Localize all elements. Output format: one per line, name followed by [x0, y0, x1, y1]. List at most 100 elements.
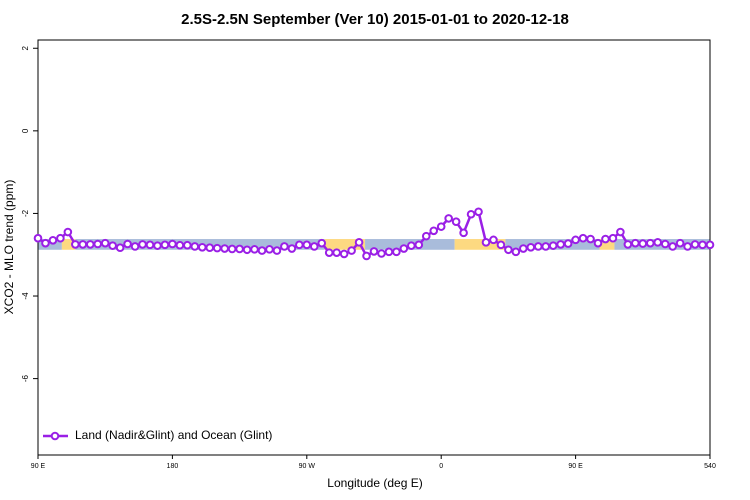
data-point [183, 240, 192, 250]
data-point [571, 235, 580, 245]
y-tick-label: 2 [21, 45, 30, 50]
data-point [459, 228, 468, 238]
x-tick-label: 90 W [299, 463, 316, 470]
data-point [235, 244, 244, 254]
data-point [309, 242, 319, 251]
x-axis-label: Longitude (deg E) [327, 476, 422, 490]
data-point [436, 222, 446, 231]
data-point [578, 233, 588, 243]
data-point [205, 243, 215, 253]
data-point [71, 240, 80, 249]
data-point [100, 238, 110, 248]
data-point [287, 244, 297, 253]
data-point [519, 244, 528, 253]
data-point [130, 242, 140, 251]
data-point [384, 247, 394, 257]
data-point [504, 245, 513, 255]
data-point [407, 241, 416, 250]
data-point [377, 249, 386, 258]
data-point [399, 244, 409, 253]
data-point [354, 238, 364, 247]
data-point [153, 241, 162, 250]
surface-band [599, 239, 615, 250]
data-point [608, 233, 618, 243]
data-point [421, 231, 431, 241]
data-point [489, 235, 498, 245]
data-point [511, 247, 521, 257]
legend-marker [50, 431, 60, 441]
data-point [631, 238, 640, 248]
surface-band [61, 239, 76, 250]
data-point [48, 235, 58, 245]
data-point [242, 245, 252, 255]
data-point [302, 240, 312, 250]
data-point [339, 249, 349, 259]
data-point [175, 240, 185, 250]
x-tick-label: 180 [167, 463, 179, 470]
data-point [563, 239, 573, 248]
data-point [108, 241, 117, 250]
data-point [190, 242, 200, 251]
data-point [616, 227, 625, 237]
data-point [660, 239, 670, 249]
surface-band [38, 239, 62, 250]
data-point [481, 238, 491, 247]
data-point [593, 238, 603, 248]
data-point [212, 243, 222, 253]
surface-band [324, 239, 366, 250]
data-point [623, 240, 633, 249]
data-point [698, 240, 707, 250]
data-point [324, 248, 334, 257]
data-point [168, 239, 177, 249]
data-point [369, 247, 379, 256]
data-point [257, 246, 267, 255]
data-point [63, 227, 73, 237]
data-point [533, 242, 543, 251]
legend-label: Land (Nadir&Glint) and Ocean (Glint) [75, 428, 272, 442]
data-point [444, 214, 453, 223]
x-tick-label: 540 [704, 463, 716, 470]
data-point [653, 238, 663, 247]
data-point [556, 240, 565, 249]
data-point [705, 240, 715, 250]
x-tick-label: 90 E [568, 463, 583, 470]
data-point [138, 240, 147, 249]
data-point [683, 242, 692, 251]
data-point [197, 242, 207, 252]
data-point [451, 217, 461, 226]
data-point [78, 240, 88, 249]
data-point [668, 242, 677, 251]
data-point [317, 238, 327, 248]
data-point [414, 240, 424, 250]
data-point [474, 207, 483, 217]
y-tick-label: 0 [21, 128, 30, 133]
data-point [93, 239, 103, 249]
data-point [265, 245, 274, 254]
data-point [675, 238, 685, 248]
x-tick-label: 0 [439, 463, 443, 470]
data-point [145, 240, 155, 250]
data-point [115, 243, 125, 253]
data-point [85, 240, 95, 249]
data-point [466, 209, 476, 219]
data-point [586, 234, 595, 244]
y-axis-label: XCO2 - MLO trend (ppm) [2, 180, 16, 315]
data-point [362, 251, 371, 261]
x-tick-label: 90 E [31, 463, 46, 470]
chart-title: 2.5S-2.5N September (Ver 10) 2015-01-01 … [181, 11, 569, 28]
data-point [392, 247, 401, 257]
data-point [541, 242, 551, 251]
data-point [33, 233, 43, 243]
y-tick-label: -6 [21, 375, 30, 383]
data-point [526, 242, 536, 252]
data-point [645, 238, 655, 248]
data-point [227, 244, 237, 254]
data-point [160, 240, 170, 250]
data-point [690, 240, 700, 249]
data-point [295, 240, 304, 250]
data-point [347, 246, 356, 255]
data-point [638, 239, 648, 248]
data-point [250, 245, 259, 254]
data-point [601, 234, 610, 244]
